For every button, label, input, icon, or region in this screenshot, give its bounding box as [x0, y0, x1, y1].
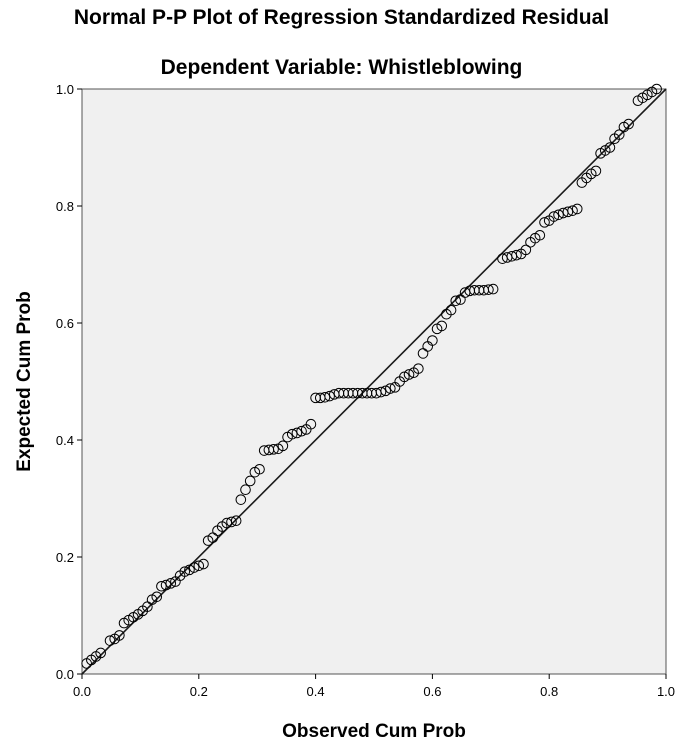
y-tick-label: 0.8 [56, 199, 74, 214]
data-point [254, 463, 265, 475]
data-point [291, 427, 303, 439]
data-point [296, 425, 307, 437]
x-axis-title: Observed Cum Prob [282, 721, 466, 742]
reference-line [81, 88, 667, 675]
data-point [385, 383, 396, 394]
data-point [188, 562, 200, 573]
y-tick-label: 0.2 [56, 550, 74, 565]
data-point [244, 475, 256, 487]
x-tick-label: 1.0 [657, 684, 675, 699]
chart-title: Normal P-P Plot of Regression Standardiz… [73, 6, 610, 29]
data-point [427, 335, 438, 346]
data-point [156, 580, 167, 592]
data-point [511, 249, 522, 261]
data-point [114, 630, 125, 641]
x-tick-label: 0.6 [423, 684, 441, 699]
data-point [534, 229, 546, 241]
y-tick-label: 0.0 [56, 667, 74, 682]
data-point [567, 205, 578, 216]
data-point [240, 484, 251, 496]
data-point [226, 516, 237, 528]
data-point [151, 591, 163, 603]
data-point [324, 390, 335, 402]
data-point [375, 386, 387, 398]
data-point [286, 428, 298, 440]
x-tick-label: 0.0 [73, 684, 91, 699]
data-point [436, 320, 448, 332]
x-tick-label: 0.4 [307, 684, 325, 699]
data-point [165, 578, 177, 589]
data-point [487, 283, 499, 295]
data-point [613, 129, 625, 140]
data-point [319, 391, 331, 403]
data-point [553, 209, 564, 221]
data-point [193, 560, 205, 572]
data-point [562, 206, 574, 218]
data-point [623, 118, 634, 130]
data-point [539, 217, 550, 228]
y-tick-label: 1.0 [56, 82, 74, 97]
x-tick-label: 0.8 [540, 684, 558, 699]
data-point [604, 142, 616, 153]
data-point [483, 284, 494, 295]
axis-ticks: 0.0 0.2 0.4 0.6 0.8 1.0 0.0 0.2 0.4 0.6 0.8 1.0 [56, 82, 675, 699]
data-point [179, 566, 191, 577]
data-point [403, 369, 415, 380]
data-point [413, 363, 424, 374]
data-point [104, 635, 116, 646]
data-point [230, 515, 242, 527]
data-point [450, 295, 462, 307]
data-point [590, 165, 602, 177]
data-point [95, 647, 106, 659]
data-point [268, 444, 279, 455]
data-point [235, 494, 247, 505]
data-point [445, 304, 457, 316]
data-point [571, 203, 583, 215]
chart-subtitle: Dependent Variable: Whistleblowing [160, 56, 523, 79]
data-point [548, 211, 560, 222]
data-point [160, 579, 172, 591]
y-axis-title: Expected Cum Prob [14, 291, 35, 472]
data-point [305, 418, 317, 430]
data-point [198, 558, 209, 570]
data-points [81, 83, 662, 669]
data-point [277, 440, 289, 452]
x-tick-label: 0.2 [190, 684, 208, 699]
y-tick-label: 0.4 [56, 433, 74, 448]
data-point [651, 83, 662, 95]
data-point [520, 244, 532, 256]
y-tick-label: 0.6 [56, 316, 74, 331]
